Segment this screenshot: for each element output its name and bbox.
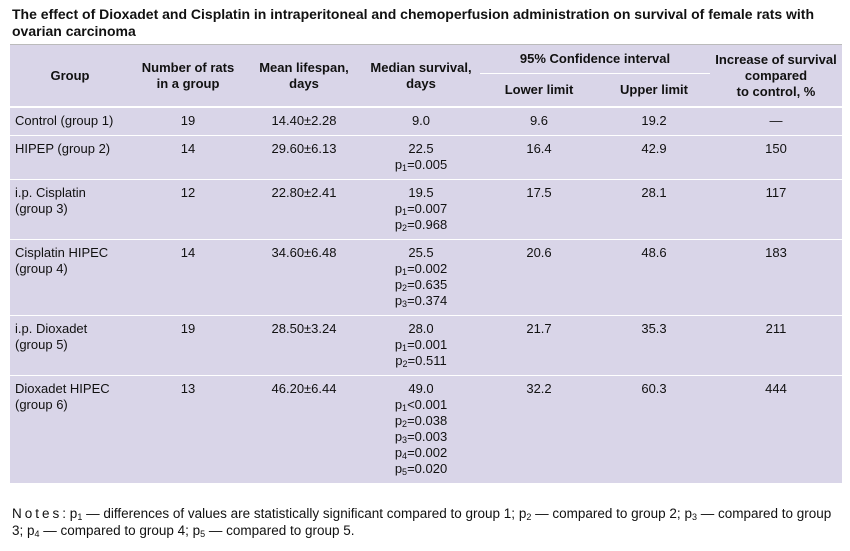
median-value: 19.5 [408,185,434,200]
table-row: Dioxadet HIPEC (group 6) 13 46.20±6.44 49.0 p… [10,375,842,484]
cell-lower-limit: 17.5 [526,185,552,200]
p-value: p1=0.007 [394,201,448,217]
cell-rats: 13 [180,381,196,396]
cell-median: 9.0 [362,107,480,136]
cell-lifespan: 34.60±6.48 [271,245,337,260]
table-title: The effect of Dioxadet and Cisplatin in … [12,6,815,39]
cell-upper-limit: 28.1 [641,185,667,200]
cell-rats: 19 [180,113,196,128]
cell-lower-limit: 9.6 [529,113,549,128]
header-upper-limit: Upper limit [620,82,688,97]
cell-lower-limit: 20.6 [526,245,552,260]
notes-label: Notes [12,506,63,521]
cell-increase: 444 [765,381,787,396]
cell-median: 25.5 p1=0.002 p2=0.635 p3=0.374 [362,240,480,316]
p-value: p2=0.968 [394,217,448,233]
p-value: p3=0.003 [394,429,448,445]
p-value: p4=0.002 [394,445,448,461]
cell-lifespan: 29.60±6.13 [271,141,337,156]
table-body: Control (group 1) 19 14.40±2.28 9.0 9.6 19.2 —… [10,107,842,483]
cell-upper-limit: 35.3 [641,321,667,336]
table-row: Control (group 1) 19 14.40±2.28 9.0 9.6 19.2 — [10,107,842,136]
cell-median: 22.5 p1=0.005 [362,136,480,180]
survival-table-container: Group Number of rats in a group Mean lif… [10,44,842,483]
median-value: 28.0 [408,321,434,336]
cell-lifespan: 46.20±6.44 [271,381,337,396]
cell-rats: 12 [180,185,196,200]
cell-upper-limit: 48.6 [641,245,667,260]
cell-median: 19.5 p1=0.007 p2=0.968 [362,180,480,240]
cell-lifespan: 28.50±3.24 [271,321,337,336]
header-increase: Increase of survival compared to control… [715,51,837,99]
p-value: p2=0.511 [395,353,447,369]
table-row: i.p. Dioxadet (group 5) 19 28.50±3.24 28.0 p1… [10,315,842,376]
header-lower-limit: Lower limit [504,82,574,97]
cell-rats: 14 [180,245,196,260]
cell-group: Cisplatin HIPEC (group 4) [15,245,109,276]
cell-group: Dioxadet HIPEC (group 6) [15,381,110,412]
table-row: HIPEP (group 2) 14 29.60±6.13 22.5 p1=0.005 1… [10,135,842,180]
cell-group: HIPEP (group 2) [15,141,111,156]
p-value: p1=0.005 [394,157,448,173]
median-value: 22.5 [408,141,434,156]
p-value: p3=0.374 [394,293,448,309]
p-value: p1=0.002 [394,261,448,277]
cell-upper-limit: 42.9 [641,141,667,156]
cell-increase: 150 [765,141,787,156]
p-value: p2=0.635 [394,277,448,293]
header-rats: Number of rats in a group [141,59,235,91]
cell-lifespan: 22.80±2.41 [271,185,337,200]
median-value: 25.5 [408,245,434,260]
p-value: p2=0.038 [394,413,448,429]
cell-lower-limit: 32.2 [526,381,552,396]
cell-group: i.p. Cisplatin (group 3) [15,185,86,216]
cell-increase: 183 [765,245,787,260]
cell-group: Control (group 1) [15,113,114,128]
table-notes: Notes: p1 — differences of values are st… [12,506,832,539]
cell-rats: 19 [180,321,196,336]
cell-increase: 211 [765,321,787,336]
cell-lifespan: 14.40±2.28 [271,113,337,128]
median-value: 49.0 [408,381,434,396]
header-group: Group [50,67,90,83]
table-header: Group Number of rats in a group Mean lif… [10,44,842,107]
p-value: p5=0.020 [394,461,448,477]
cell-increase: 117 [765,185,787,200]
notes-text: p1 — differences of values are statistic… [12,506,832,539]
p-value: p1=0.001 [394,337,448,353]
header-confidence-interval: 95% Confidence interval [480,44,710,74]
median-value: 9.0 [411,113,431,128]
cell-median: 28.0 p1=0.001 p2=0.511 [362,316,480,376]
cell-increase: — [769,113,783,128]
cell-lower-limit: 16.4 [526,141,552,156]
survival-table: Group Number of rats in a group Mean lif… [10,44,842,483]
cell-lower-limit: 21.7 [526,321,552,336]
cell-upper-limit: 19.2 [641,113,667,128]
header-median: Median survival, days [370,59,472,91]
p-value: p1<0.001 [394,397,448,413]
cell-group: i.p. Dioxadet (group 5) [15,321,88,352]
table-row: i.p. Cisplatin (group 3) 12 22.80±2.41 19.5 p… [10,179,842,240]
cell-rats: 14 [180,141,196,156]
cell-upper-limit: 60.3 [641,381,667,396]
table-row: Cisplatin HIPEC (group 4) 14 34.60±6.48 25.5… [10,239,842,316]
header-lifespan: Mean lifespan, days [259,59,349,91]
cell-median: 49.0 p1<0.001 p2=0.038 p3=0.003 p4=0.002 p5=0… [362,376,480,484]
